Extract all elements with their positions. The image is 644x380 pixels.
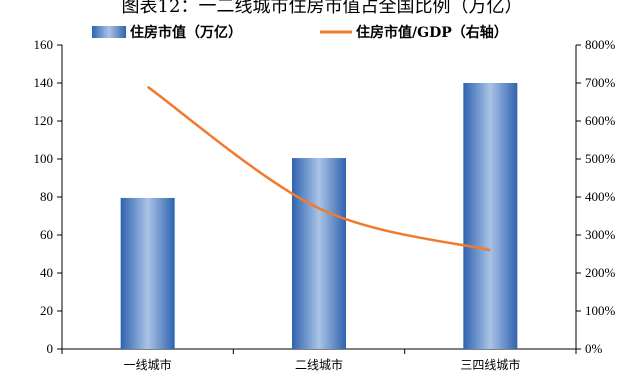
y-left-tick-label: 100 xyxy=(34,151,54,166)
y-left-tick-label: 140 xyxy=(34,75,54,90)
chart-title: 图表12：一二线城市住房市值占全国比例（万亿） xyxy=(122,0,523,17)
y-left-tick-label: 0 xyxy=(47,341,54,356)
y-right-tick-label: 100% xyxy=(585,303,616,318)
legend-bar-label: 住房市值（万亿） xyxy=(130,24,242,41)
y-right-tick-label: 700% xyxy=(585,75,616,90)
y-left-tick-label: 160 xyxy=(34,37,54,52)
x-tick-label: 三四线城市 xyxy=(460,357,520,372)
legend: 住房市值（万亿） 住房市值/GDP（右轴） xyxy=(92,24,508,41)
bar xyxy=(292,158,346,349)
line-series xyxy=(146,85,491,252)
y-right-tick-label: 500% xyxy=(585,151,616,166)
y-left-tick-label: 20 xyxy=(40,303,53,318)
y-left-tick-label: 40 xyxy=(40,265,53,280)
axes: 0 20 40 60 80 100 120 140 160 0% 100% 200% 300% 400% 5… xyxy=(34,37,616,372)
legend-bar-swatch xyxy=(92,26,126,38)
x-tick-label: 一线城市 xyxy=(124,357,172,372)
y-left-tick-label: 80 xyxy=(40,189,53,204)
legend-line-label: 住房市值/GDP（右轴） xyxy=(356,24,508,41)
line-series-path xyxy=(146,85,491,252)
x-tick-label: 二线城市 xyxy=(295,357,343,372)
y-right-tick-label: 300% xyxy=(585,227,616,242)
y-right-tick-label: 800% xyxy=(585,37,616,52)
y-right-tick-label: 400% xyxy=(585,189,616,204)
y-left-tick-label: 120 xyxy=(34,113,54,128)
y-right-tick-label: 0% xyxy=(585,341,603,356)
y-right-tick-label: 200% xyxy=(585,265,616,280)
bar xyxy=(120,197,175,349)
bar xyxy=(463,83,518,349)
bars xyxy=(120,83,518,349)
y-right-tick-label: 600% xyxy=(585,113,616,128)
y-left-tick-label: 60 xyxy=(40,227,53,242)
